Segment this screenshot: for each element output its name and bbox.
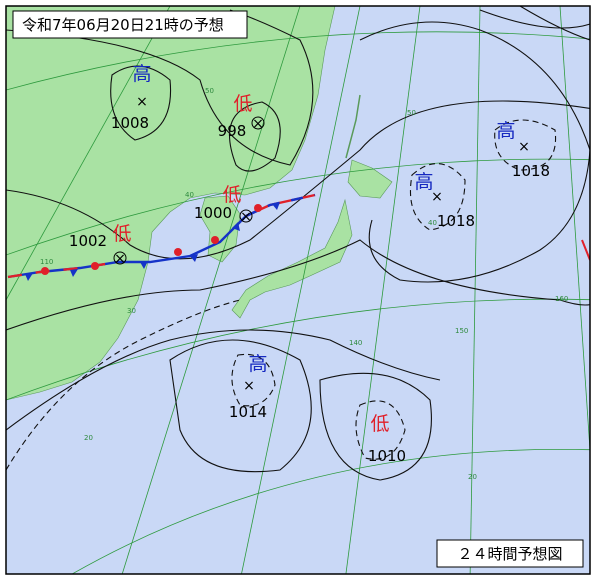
title: 令和7年06月20日21時の予想: [22, 16, 224, 34]
system-center: ×: [518, 139, 530, 155]
system-pressure: 1014: [229, 403, 267, 421]
sakhalin: [345, 94, 361, 159]
fronts: [7, 193, 590, 281]
grid-label: 30: [127, 307, 136, 315]
system-center: ×: [114, 251, 126, 267]
grid-label: 20: [84, 434, 93, 442]
footer-label: ２４時間予想図: [457, 545, 562, 563]
grid-label: 40: [428, 219, 437, 227]
map-body: 高×1008低×998低×1000低×1002高×1018高×1018高×101…: [6, 6, 590, 574]
system-kind: 高: [496, 120, 515, 142]
system-kind: 低: [222, 184, 241, 206]
system-kind: 低: [112, 223, 131, 245]
grid-label: 150: [455, 327, 468, 335]
system-pressure: 1002: [69, 232, 107, 250]
frame: [5, 5, 591, 575]
system-pressure: 1018: [512, 162, 550, 180]
system-kind: 高: [248, 353, 267, 375]
grid-label: 20: [468, 473, 477, 481]
grid-label: 110: [40, 258, 53, 266]
system-circle: [239, 209, 253, 223]
system-circle: [113, 251, 127, 265]
grid-label: 40: [185, 191, 194, 199]
system-kind: 低: [370, 413, 389, 435]
honshu: [231, 198, 353, 319]
labels: 高×1008低×998低×1000低×1002高×1018高×1018高×101…: [40, 63, 568, 481]
system-pressure: 1008: [111, 114, 149, 132]
footer-box: [436, 539, 584, 568]
system-kind: 低: [233, 93, 252, 115]
system-circle: [251, 116, 265, 130]
system-pressure: 1018: [437, 212, 475, 230]
isobars: [6, 6, 590, 481]
grid-label: 50: [205, 87, 214, 95]
system-center: ×: [240, 209, 252, 225]
system-center: ×: [243, 378, 255, 394]
system-center: ×: [431, 189, 443, 205]
grid-label: 160: [555, 295, 568, 303]
system-kind: 高: [132, 63, 151, 85]
system-pressure: 998: [218, 122, 247, 140]
grid-label: 50: [407, 109, 416, 117]
system-pressure: 1000: [194, 204, 232, 222]
system-center: ×: [252, 116, 264, 132]
grid-label: 140: [349, 339, 362, 347]
system-kind: 高: [414, 171, 433, 193]
hokkaido: [347, 159, 393, 199]
system-pressure: 1010: [368, 447, 406, 465]
grid: [6, 6, 590, 574]
title-box: [12, 10, 248, 39]
system-center: ×: [136, 94, 148, 110]
